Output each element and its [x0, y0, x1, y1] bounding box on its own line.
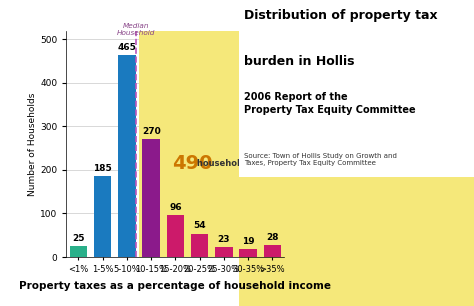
Text: Distribution of property tax: Distribution of property tax — [244, 9, 438, 22]
Text: 28: 28 — [266, 233, 279, 242]
Text: Median
Household: Median Household — [117, 23, 155, 36]
Text: 270: 270 — [142, 127, 161, 136]
Bar — [239, 249, 257, 257]
Text: 19: 19 — [242, 237, 255, 246]
Bar — [167, 215, 184, 257]
Text: 54: 54 — [193, 222, 206, 230]
Bar — [191, 233, 209, 257]
Bar — [139, 31, 284, 257]
Text: 96: 96 — [169, 203, 182, 212]
Text: 2006 Report of the
Property Tax Equity Committee: 2006 Report of the Property Tax Equity C… — [244, 92, 416, 115]
Bar — [142, 140, 160, 257]
Text: 185: 185 — [93, 164, 112, 174]
Bar — [215, 247, 233, 257]
Text: 23: 23 — [218, 235, 230, 244]
Text: burden in Hollis: burden in Hollis — [244, 55, 355, 68]
Bar — [94, 177, 111, 257]
Text: Source: Town of Hollis Study on Growth and
Taxes, Property Tax Equity Committee: Source: Town of Hollis Study on Growth a… — [244, 153, 397, 166]
Y-axis label: Number of Households: Number of Households — [28, 92, 37, 196]
Bar — [118, 54, 136, 257]
X-axis label: Property taxes as a percentage of household income: Property taxes as a percentage of househ… — [19, 281, 331, 291]
Text: 490: 490 — [172, 154, 212, 173]
Text: households pay over 10%: households pay over 10% — [193, 159, 317, 168]
Bar — [264, 245, 281, 257]
Text: 25: 25 — [72, 234, 85, 243]
Bar — [70, 246, 87, 257]
Text: 465: 465 — [118, 43, 137, 51]
